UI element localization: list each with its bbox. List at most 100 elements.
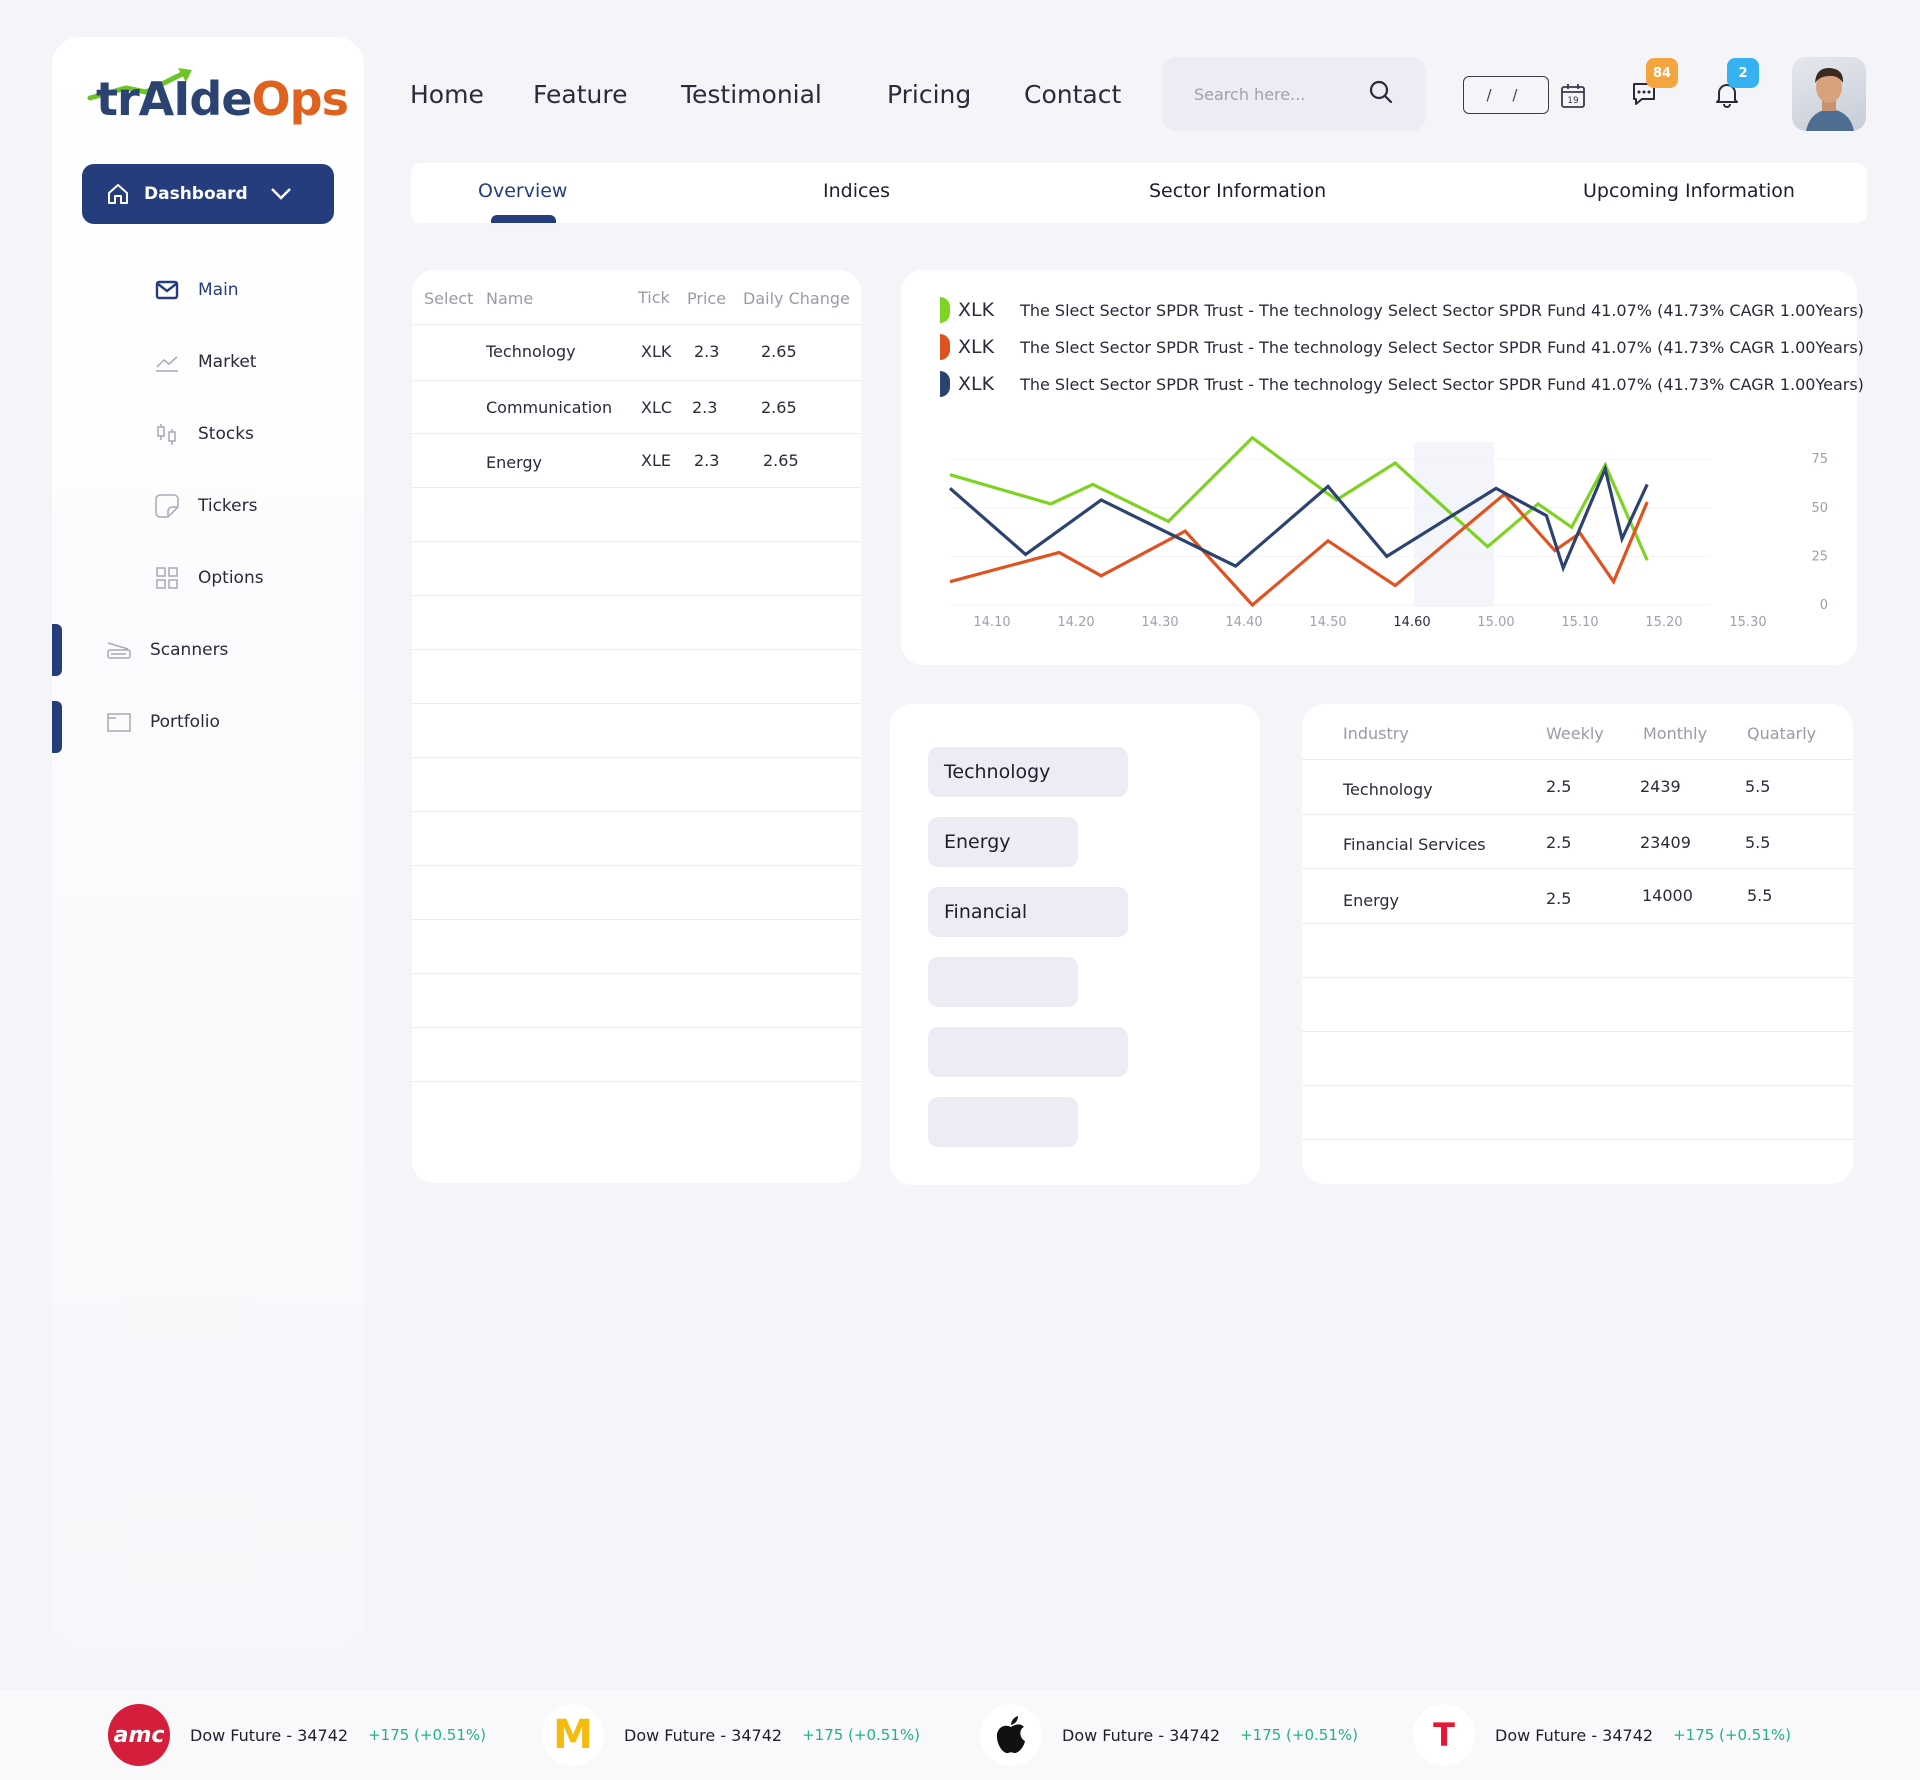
pill-empty[interactable] (928, 957, 1078, 1007)
calendar-icon[interactable]: 19 (1560, 83, 1586, 109)
legend-item[interactable]: XLK The Slect Sector SPDR Trust - The te… (940, 371, 1864, 397)
nav-contact[interactable]: Contact (1024, 80, 1122, 109)
line-chart[interactable]: 75 50 25 0 14.10 14.20 14.30 14.40 14.50 14.60 15.… (930, 420, 1830, 640)
row-divider (1302, 977, 1853, 978)
x-tick-label: 15.10 (1561, 615, 1598, 630)
row-divider (1302, 814, 1853, 815)
row-divider (412, 380, 861, 381)
sidebar-item-scanners[interactable]: Scanners (106, 637, 228, 663)
row-divider (412, 487, 861, 488)
ticker-name: Dow Future - 34742 (1062, 1725, 1221, 1745)
cell-change: 2.65 (761, 342, 797, 361)
pill-empty[interactable] (928, 1027, 1128, 1077)
search-box (1162, 57, 1426, 131)
search-icon[interactable] (1368, 79, 1394, 105)
sticker-icon (154, 493, 180, 519)
sidebar (52, 37, 364, 1649)
pill-financial[interactable]: Financial (928, 887, 1128, 937)
x-tick-label: 14.60 (1393, 615, 1430, 630)
x-tick-label: 14.30 (1141, 615, 1178, 630)
cell-monthly: 2439 (1640, 777, 1681, 796)
ticker-item[interactable]: Dow Future - 34742 +175 (+0.51%) (980, 1704, 1358, 1766)
legend-item[interactable]: XLK The Slect Sector SPDR Trust - The te… (940, 334, 1864, 360)
row-divider (1302, 923, 1853, 924)
legend-text: The Slect Sector SPDR Trust - The techno… (1020, 374, 1864, 394)
chart-series-line-1[interactable] (949, 491, 1649, 608)
tab-sector-information[interactable]: Sector Information (1149, 180, 1327, 202)
nav-testimonial[interactable]: Testimonial (681, 80, 822, 109)
pill-energy[interactable]: Energy (928, 817, 1078, 867)
cell-weekly: 2.5 (1546, 889, 1572, 908)
cell-price: 2.3 (692, 398, 718, 417)
portfolio-active-indicator (52, 701, 62, 753)
grid-icon (154, 565, 180, 591)
y-tick-label: 25 (1811, 549, 1828, 564)
cell-name: Communication (486, 398, 613, 417)
pill-technology[interactable]: Technology (928, 747, 1128, 797)
cell-tick: XLE (641, 451, 671, 470)
sidebar-item-tickers[interactable]: Tickers (154, 493, 257, 519)
row-divider (1302, 1085, 1853, 1086)
header-select: Select (424, 289, 474, 308)
legend-tick: XLK (958, 336, 995, 358)
sidebar-item-options[interactable]: Options (154, 565, 264, 591)
header-quarterly: Quatarly (1747, 724, 1817, 743)
user-avatar[interactable] (1792, 57, 1866, 131)
cell-change: 2.65 (763, 451, 799, 470)
legend-color-orange (940, 334, 950, 360)
sidebar-item-market[interactable]: Market (154, 349, 256, 375)
tab-upcoming-information[interactable]: Upcoming Information (1583, 180, 1795, 202)
logo-text: trAIdeOps (96, 72, 349, 126)
cell-monthly: 23409 (1640, 833, 1691, 852)
ticker-item[interactable]: M Dow Future - 34742 +175 (+0.51%) (542, 1704, 920, 1766)
sidebar-item-stocks[interactable]: Stocks (154, 421, 254, 447)
ticker-item[interactable]: amc Dow Future - 34742 +175 (+0.51%) (108, 1704, 486, 1766)
chevron-down-icon (270, 188, 291, 200)
header-monthly: Monthly (1643, 724, 1708, 743)
legend-color-navy (940, 371, 950, 397)
row-divider (412, 811, 861, 812)
scanner-icon (106, 637, 132, 663)
nav-pricing[interactable]: Pricing (887, 80, 972, 109)
nav-feature[interactable]: Feature (533, 80, 628, 109)
legend-text: The Slect Sector SPDR Trust - The techno… (1020, 300, 1864, 320)
row-divider (412, 973, 861, 974)
chart-card (901, 270, 1857, 665)
date-input[interactable]: / / (1463, 76, 1549, 114)
sidebar-item-main[interactable]: Main (154, 277, 239, 303)
tab-indices[interactable]: Indices (823, 180, 891, 202)
logo-arrow-icon (87, 68, 192, 101)
pill-empty[interactable] (928, 1097, 1078, 1147)
sidebar-item-label: Stocks (198, 424, 254, 444)
row-divider (412, 324, 861, 325)
chart-series-line-2[interactable] (948, 463, 1649, 573)
y-tick-label: 50 (1811, 501, 1828, 516)
ticker-item[interactable]: T Dow Future - 34742 +175 (+0.51%) (1413, 1704, 1791, 1766)
ticker-bar: amc Dow Future - 34742 +175 (+0.51%) M D… (0, 1690, 1920, 1780)
nav-home[interactable]: Home (410, 80, 484, 109)
row-divider (412, 595, 861, 596)
tab-overview[interactable]: Overview (478, 180, 568, 202)
ticker-name: Dow Future - 34742 (190, 1725, 349, 1745)
cell-weekly: 2.5 (1546, 833, 1572, 852)
apple-logo (980, 1704, 1042, 1766)
scanners-active-indicator (52, 624, 62, 676)
legend-item[interactable]: XLK The Slect Sector SPDR Trust - The te… (940, 297, 1864, 323)
cell-industry: Financial Services (1343, 835, 1486, 854)
sidebar-item-portfolio[interactable]: Portfolio (106, 709, 220, 735)
candles-icon (154, 421, 180, 447)
row-divider (412, 541, 861, 542)
x-tick-label: 14.40 (1225, 615, 1262, 630)
cell-quarterly: 5.5 (1747, 886, 1773, 905)
line-chart-icon (154, 349, 180, 375)
legend-tick: XLK (958, 299, 995, 321)
app-logo[interactable]: trAIdeOps (86, 64, 349, 126)
row-divider (1302, 759, 1853, 760)
dashboard-button[interactable]: Dashboard (82, 164, 334, 224)
ticker-name: Dow Future - 34742 (1495, 1725, 1654, 1745)
row-divider (1302, 868, 1853, 869)
chart-series-line-0[interactable] (949, 435, 1649, 561)
cell-industry: Energy (1343, 891, 1400, 910)
search-input[interactable] (1194, 79, 1354, 109)
x-tick-label: 14.10 (973, 615, 1010, 630)
